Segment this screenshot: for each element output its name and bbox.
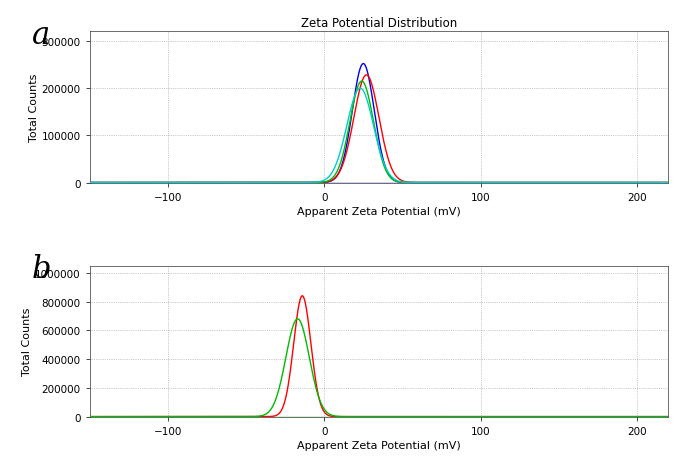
- Title: Zeta Potential Distribution: Zeta Potential Distribution: [301, 17, 457, 30]
- Y-axis label: Total Counts: Total Counts: [29, 74, 39, 142]
- Text: b: b: [32, 254, 51, 285]
- Text: a: a: [32, 20, 50, 51]
- X-axis label: Apparent Zeta Potential (mV): Apparent Zeta Potential (mV): [297, 440, 461, 450]
- Y-axis label: Total Counts: Total Counts: [22, 307, 32, 375]
- X-axis label: Apparent Zeta Potential (mV): Apparent Zeta Potential (mV): [297, 206, 461, 216]
